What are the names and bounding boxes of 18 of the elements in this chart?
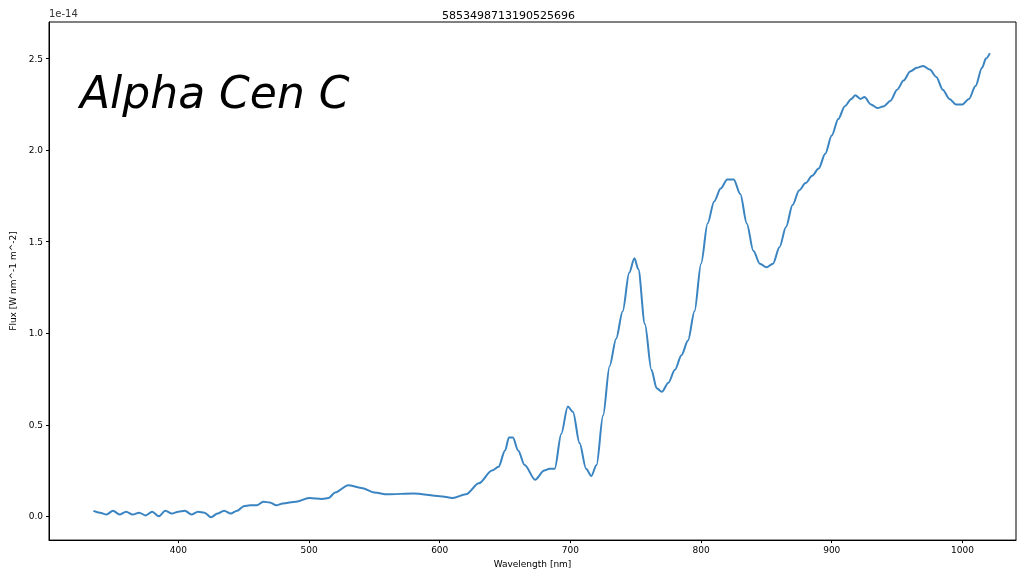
- y-tick-label: 1.0: [28, 328, 44, 339]
- x-tick-label: 600: [431, 544, 449, 555]
- annotation: Alpha Cen C: [77, 66, 350, 118]
- x-tick-label: 400: [169, 544, 188, 555]
- x-tick-label: 500: [300, 544, 318, 555]
- x-tick-label: 700: [561, 544, 580, 555]
- y-axis-title: Flux [W nm^-1 m^-2]: [8, 231, 19, 331]
- y-tick-label: 2.0: [28, 145, 44, 156]
- y-tick-label: 0.5: [28, 419, 43, 430]
- y-tick-label: 2.5: [28, 53, 43, 64]
- chart-title: 5853498713190525696: [442, 9, 575, 22]
- x-axis-title: Wavelength [nm]: [493, 558, 572, 569]
- y-tick-label: 1.5: [28, 236, 43, 247]
- text: 1e-14: [49, 7, 78, 19]
- x-tick-label: 900: [823, 544, 841, 555]
- y-tick-label: 0.0: [28, 511, 44, 522]
- x-tick-label: 800: [692, 544, 710, 555]
- x-tick-label: 1000: [950, 544, 975, 555]
